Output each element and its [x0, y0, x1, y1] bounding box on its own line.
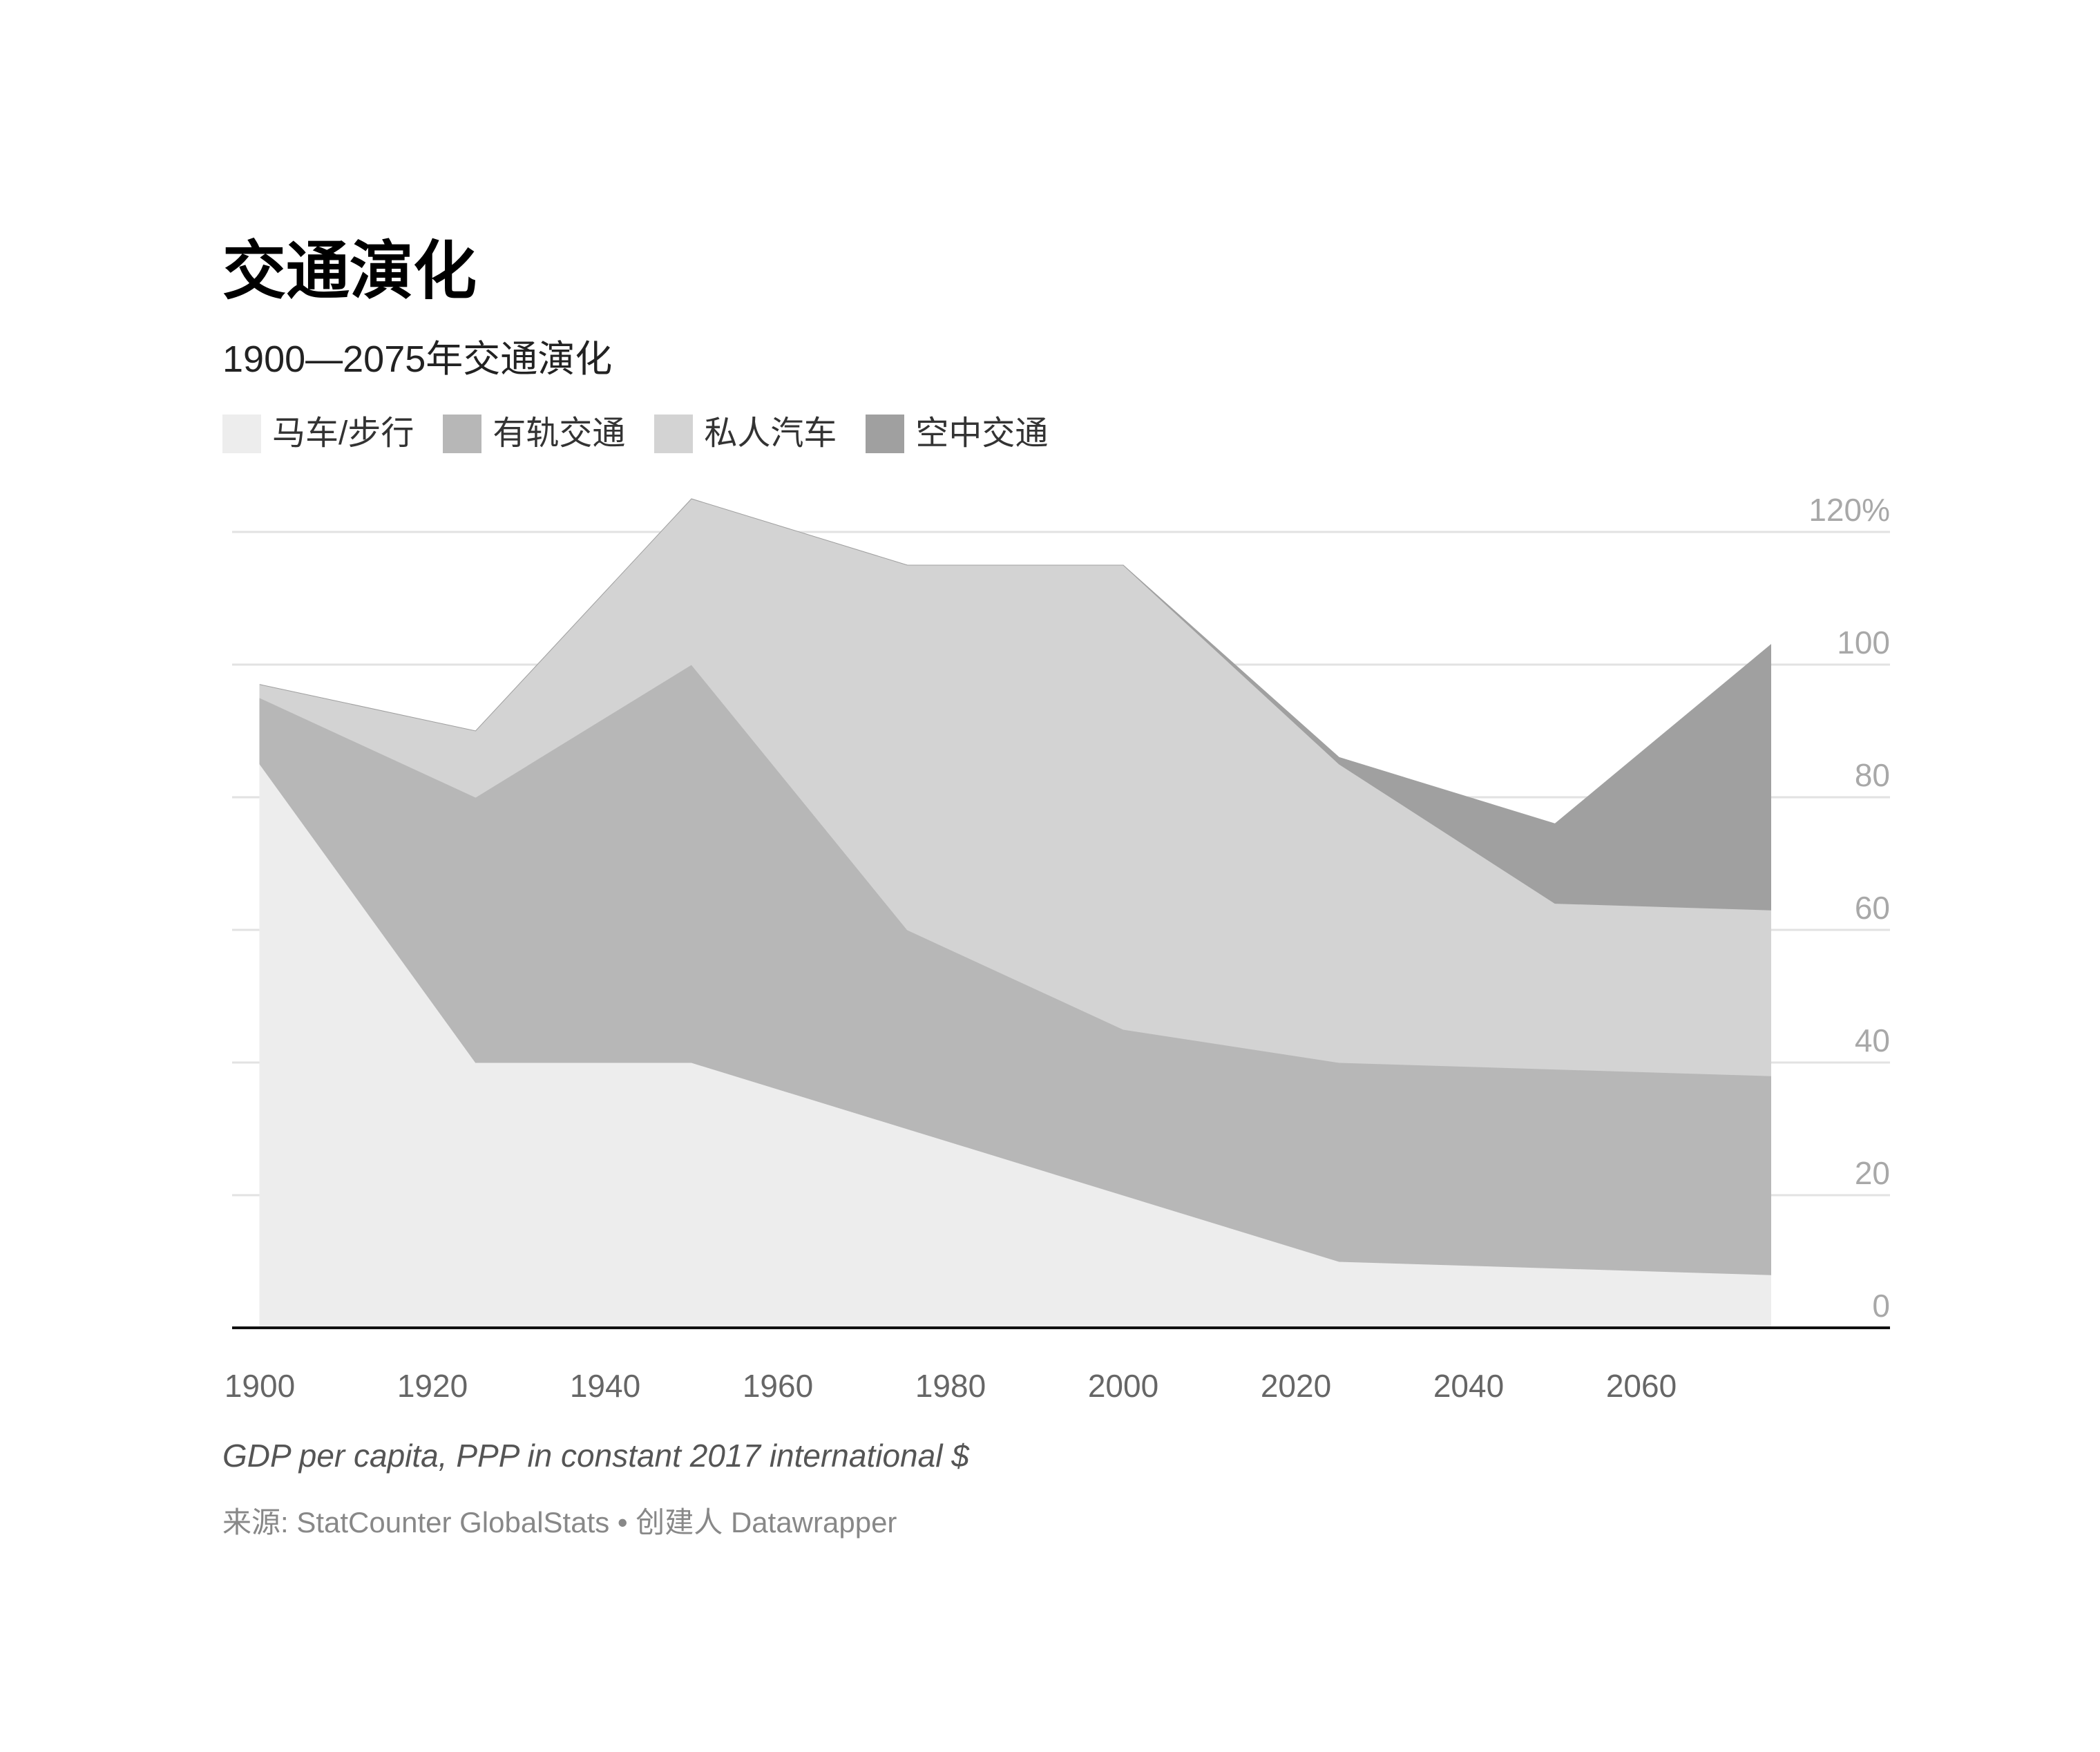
legend-item-car: 私人汽车	[654, 415, 837, 453]
x-tick-label: 2020	[1261, 1368, 1331, 1404]
y-tick-label: 100	[1837, 625, 1890, 660]
y-tick-label: 40	[1855, 1022, 1890, 1058]
y-tick-label: 20	[1855, 1155, 1890, 1191]
chart-notes: GDP per capita, PPP in constant 2017 int…	[222, 1438, 969, 1474]
x-tick-label: 1980	[915, 1368, 986, 1404]
legend: 马车/步行 有轨交通 私人汽车 空中交通	[222, 415, 1077, 453]
x-tick-label: 2000	[1088, 1368, 1158, 1404]
legend-item-horse-walk: 马车/步行	[222, 415, 414, 453]
x-tick-label: 1920	[397, 1368, 468, 1404]
y-tick-label: 120%	[1808, 492, 1890, 528]
area-series-3	[259, 498, 1771, 911]
legend-item-rail: 有轨交通	[443, 415, 625, 453]
legend-swatch	[654, 415, 694, 453]
y-tick-label: 60	[1855, 890, 1890, 926]
legend-label: 有轨交通	[493, 415, 626, 452]
legend-swatch	[443, 415, 482, 453]
legend-item-air: 空中交通	[866, 415, 1048, 453]
x-tick-label: 1900	[225, 1368, 295, 1404]
legend-swatch	[222, 415, 261, 453]
x-tick-label: 1960	[743, 1368, 813, 1404]
legend-label: 空中交通	[915, 415, 1049, 452]
chart-subtitle: 1900—2075年交通演化	[222, 339, 613, 380]
area-layer	[259, 498, 1771, 1329]
y-tick-label: 0	[1872, 1288, 1890, 1324]
y-tick-label: 80	[1855, 757, 1890, 793]
legend-label: 私人汽车	[704, 415, 837, 452]
x-tick-label: 2040	[1433, 1368, 1504, 1404]
x-tick-label: 1940	[570, 1368, 640, 1404]
x-tick-label: 2060	[1606, 1368, 1677, 1404]
chart-source: 来源: StatCounter GlobalStats • 创建人 Datawr…	[222, 1506, 897, 1539]
legend-swatch	[866, 415, 905, 453]
chart-title: 交通演化	[222, 236, 477, 307]
legend-label: 马车/步行	[272, 415, 414, 452]
